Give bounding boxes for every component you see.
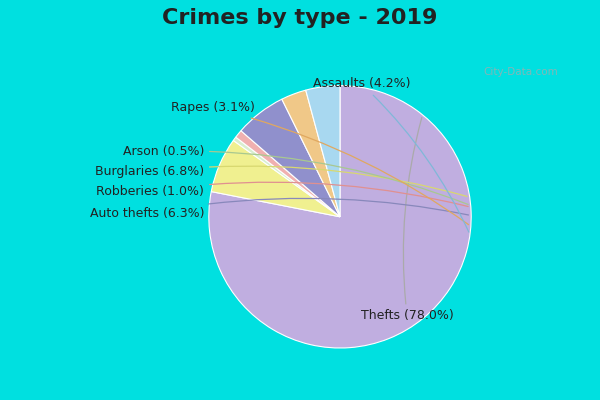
Wedge shape — [233, 137, 340, 217]
Text: Auto thefts (6.3%): Auto thefts (6.3%) — [89, 198, 469, 220]
Text: Assaults (4.2%): Assaults (4.2%) — [313, 78, 469, 232]
Text: City-Data.com: City-Data.com — [483, 67, 558, 77]
Wedge shape — [209, 86, 471, 348]
Text: Burglaries (6.8%): Burglaries (6.8%) — [95, 166, 467, 196]
Wedge shape — [306, 86, 340, 217]
Wedge shape — [282, 90, 340, 217]
Text: Rapes (3.1%): Rapes (3.1%) — [172, 102, 469, 225]
Text: Thefts (78.0%): Thefts (78.0%) — [361, 118, 454, 322]
Text: Arson (0.5%): Arson (0.5%) — [122, 145, 468, 204]
Text: Crimes by type - 2019: Crimes by type - 2019 — [163, 8, 437, 28]
Text: Robberies (1.0%): Robberies (1.0%) — [96, 182, 468, 206]
Wedge shape — [241, 99, 340, 217]
Wedge shape — [211, 140, 340, 217]
Wedge shape — [236, 131, 340, 217]
